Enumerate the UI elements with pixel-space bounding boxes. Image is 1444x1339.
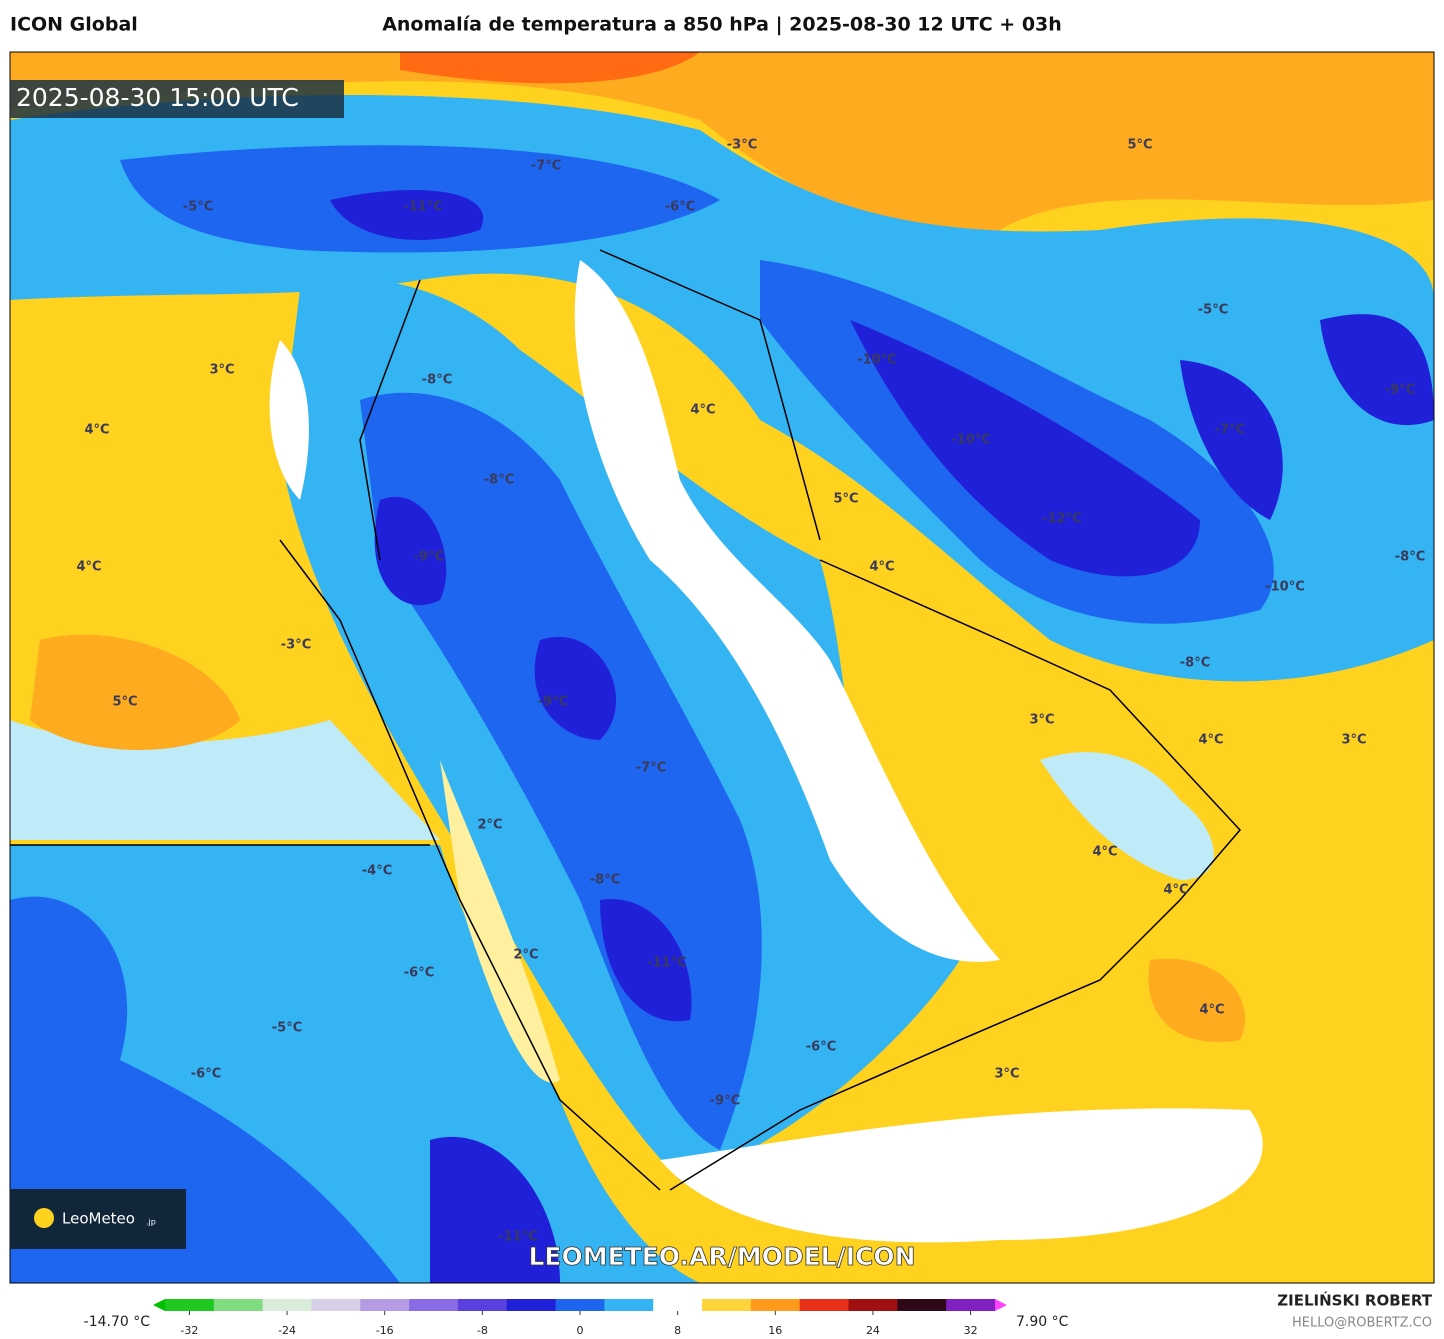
colorbar-segment — [604, 1299, 654, 1311]
colorbar-tick-label: 16 — [768, 1324, 782, 1337]
temp-label: -3°C — [727, 138, 757, 153]
temp-label: -9°C — [538, 695, 568, 710]
temp-label: 3°C — [1029, 713, 1054, 728]
colorbar-segment — [750, 1299, 801, 1311]
temp-label: -9°C — [1385, 383, 1415, 398]
temp-label: 3°C — [994, 1067, 1019, 1082]
temp-label: 4°C — [1092, 845, 1117, 860]
colorbar-tick-label: -32 — [180, 1324, 198, 1337]
temp-label: -3°C — [281, 638, 311, 653]
colorbar-segment — [409, 1299, 459, 1311]
temp-label: -5°C — [1198, 303, 1228, 318]
email: HELLO@ROBERTZ.CO — [1292, 1316, 1432, 1331]
temp-label: 4°C — [690, 403, 715, 418]
temp-label: -5°C — [183, 200, 213, 215]
colorbar-segment — [946, 1299, 996, 1311]
temp-label: 5°C — [1127, 138, 1152, 153]
colorbar-segment — [848, 1299, 898, 1311]
colorbar-segment — [457, 1299, 508, 1311]
temp-label: 4°C — [1199, 1003, 1224, 1018]
temp-label: -8°C — [1395, 550, 1425, 565]
temp-label: -8°C — [1180, 656, 1210, 671]
colorbar-tick-label: 8 — [674, 1324, 681, 1337]
model-name: ICON Global — [10, 14, 138, 36]
temp-label: 4°C — [76, 560, 101, 575]
temp-label: -11°C — [498, 1230, 538, 1245]
colorbar-segment — [311, 1299, 361, 1311]
temp-label: 5°C — [112, 695, 137, 710]
colorbar-over — [995, 1299, 1007, 1311]
temp-label: -8°C — [422, 373, 452, 388]
temp-label: -11°C — [403, 200, 443, 215]
colorbar-segment — [262, 1299, 312, 1311]
temp-label: -5°C — [272, 1021, 302, 1036]
colorbar-tick-label: 32 — [964, 1324, 978, 1337]
temp-label: -4°C — [362, 864, 392, 879]
temp-label: -6°C — [191, 1067, 221, 1082]
colorbar-segment — [799, 1299, 850, 1311]
temp-label: -6°C — [404, 966, 434, 981]
colorbar-segment — [897, 1299, 947, 1311]
temp-label: -7°C — [636, 761, 666, 776]
watermark: LEOMETEO.AR/MODEL/ICON — [528, 1242, 915, 1271]
temp-label: -10°C — [951, 433, 991, 448]
temp-label: 5°C — [833, 492, 858, 507]
colorbar-tick-label: -16 — [376, 1324, 394, 1337]
colorbar-tick-label: -8 — [477, 1324, 488, 1337]
temp-label: -10°C — [1265, 580, 1305, 595]
colorbar-tick-label: -24 — [278, 1324, 296, 1337]
colorbar-segment — [360, 1299, 410, 1311]
temp-label: 4°C — [1198, 733, 1223, 748]
temp-label: -8°C — [590, 873, 620, 888]
temp-label: -8°C — [484, 473, 514, 488]
author: ZIELIŃSKI ROBERT — [1277, 1291, 1432, 1310]
temp-label: 3°C — [1341, 733, 1366, 748]
temp-label: -7°C — [531, 159, 561, 174]
map: 2025-08-30 15:00 UTC LeoMeteo .jp LEOMET… — [9, 51, 1435, 1284]
colorbar-segment — [555, 1299, 605, 1311]
temp-label: -7°C — [1215, 423, 1245, 438]
temp-label: 4°C — [1163, 883, 1188, 898]
temp-label: -11°C — [647, 956, 687, 971]
colorbar-under — [153, 1299, 165, 1311]
temp-label: 2°C — [477, 818, 502, 833]
temp-label: -6°C — [665, 200, 695, 215]
temp-label: -12°C — [1042, 512, 1082, 527]
temp-label: 4°C — [84, 423, 109, 438]
colorbar-segment — [506, 1299, 557, 1311]
timestamp: 2025-08-30 15:00 UTC — [16, 83, 299, 112]
temp-label: -9°C — [414, 550, 444, 565]
max-label: 7.90 °C — [1016, 1314, 1069, 1330]
map-labels: -7°C -3°C 5°C -5°C -11°C -6°C -5°C -10°C 3°C -8°C… — [76, 138, 1425, 1245]
min-label: -14.70 °C — [84, 1314, 151, 1330]
colorbar-segment — [213, 1299, 264, 1311]
temp-label: -10°C — [857, 353, 897, 368]
temp-label: -9°C — [710, 1094, 740, 1109]
colorbar: -32 -24 -16 -8 0 8 16 24 32 — [153, 1299, 1007, 1337]
colorbar-segment — [653, 1299, 703, 1311]
logo-suffix: .jp — [146, 1218, 156, 1227]
colorbar-tick-label: 0 — [577, 1324, 584, 1337]
logo: LeoMeteo — [62, 1210, 135, 1228]
colorbar-segment — [702, 1299, 752, 1311]
title: Anomalía de temperatura a 850 hPa | 2025… — [382, 14, 1062, 36]
colorbar-tick-label: 24 — [866, 1324, 880, 1337]
colorbar-segment — [165, 1299, 215, 1311]
temp-label: 4°C — [869, 560, 894, 575]
temp-label: 2°C — [513, 948, 538, 963]
temp-label: -6°C — [806, 1040, 836, 1055]
temp-label: 3°C — [209, 363, 234, 378]
